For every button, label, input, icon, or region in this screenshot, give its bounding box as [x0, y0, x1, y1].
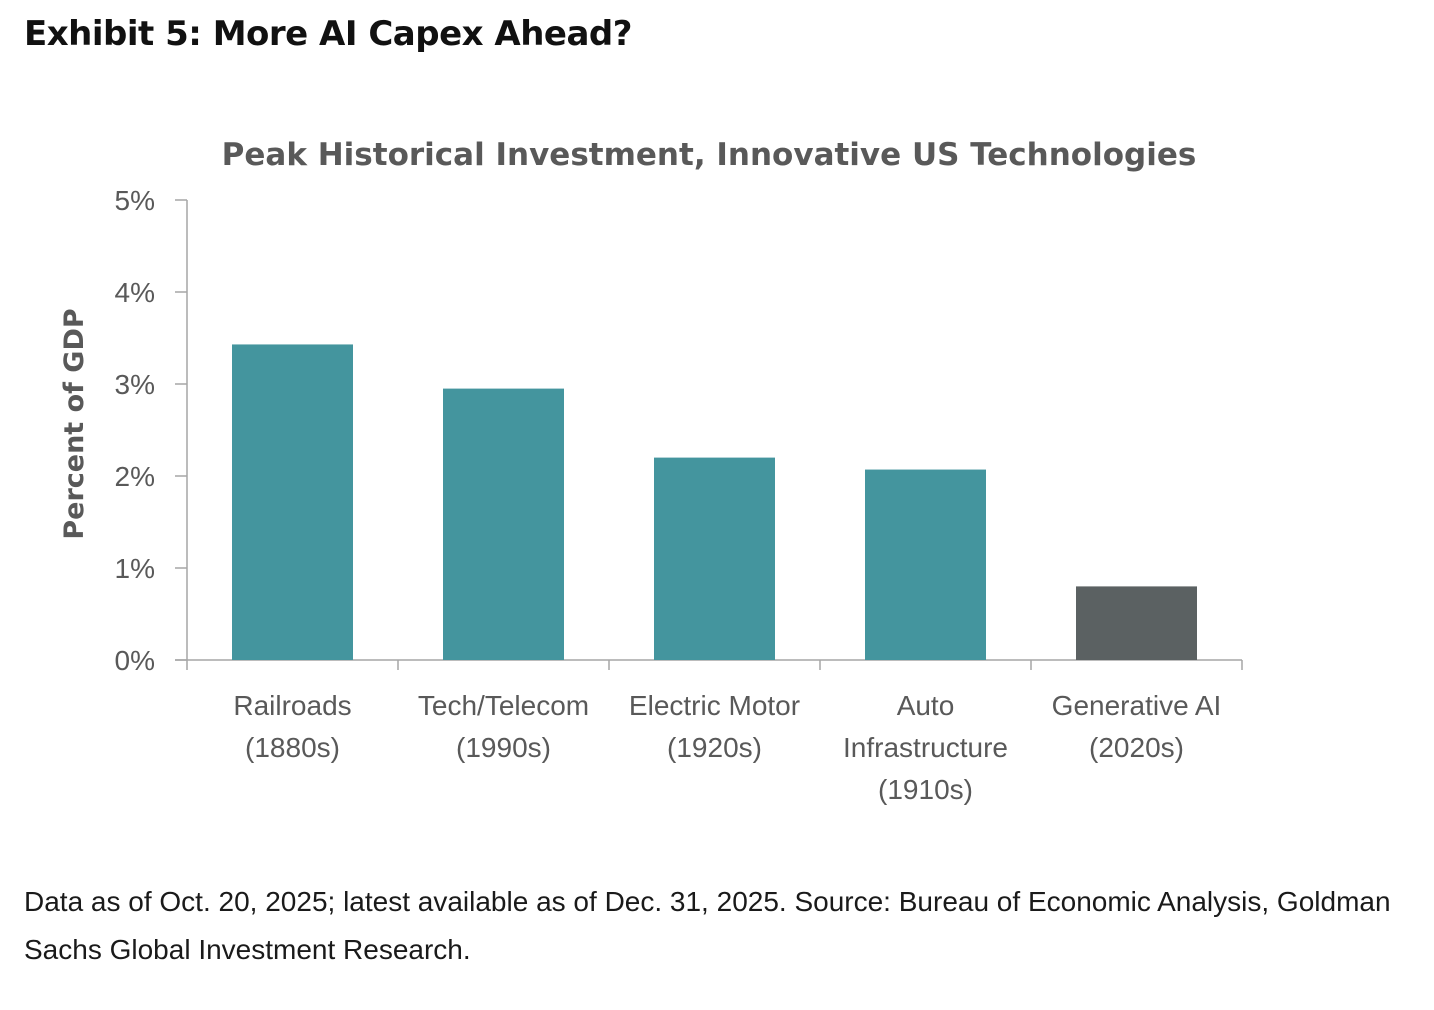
bar-chart: Peak Historical Investment, Innovative U…	[59, 137, 1243, 805]
chart-title: Peak Historical Investment, Innovative U…	[222, 137, 1197, 173]
category-label: Railroads (1880s)	[233, 690, 351, 763]
y-tick-label: 1%	[115, 553, 155, 584]
y-tick-label: 0%	[115, 645, 155, 676]
category-label: Auto Infrastructure (1910s)	[843, 690, 1008, 805]
exhibit-title: Exhibit 5: More AI Capex Ahead?	[24, 14, 633, 54]
x-axis	[175, 659, 1243, 670]
y-axis-label: Percent of GDP	[59, 308, 90, 539]
category-label: Electric Motor (1920s)	[629, 690, 800, 763]
category-label: Generative AI (2020s)	[1052, 690, 1222, 763]
bar	[865, 469, 986, 660]
category-label: Tech/Telecom (1990s)	[418, 690, 589, 763]
category-labels: Railroads (1880s) Tech/Telecom (1990s) Elect…	[233, 690, 1221, 805]
y-tick-label: 3%	[115, 369, 155, 400]
bars	[232, 344, 1197, 660]
bar	[1076, 586, 1197, 660]
y-tick-label: 2%	[115, 461, 155, 492]
bar	[443, 388, 564, 660]
bar	[654, 457, 775, 660]
y-tick-label: 5%	[115, 185, 155, 216]
bar	[232, 344, 353, 660]
source-note: Data as of Oct. 20, 2025; latest availab…	[24, 886, 1391, 965]
y-axis: 0% 1% 2% 3% 4% 5%	[115, 185, 188, 676]
y-tick-label: 4%	[115, 277, 155, 308]
